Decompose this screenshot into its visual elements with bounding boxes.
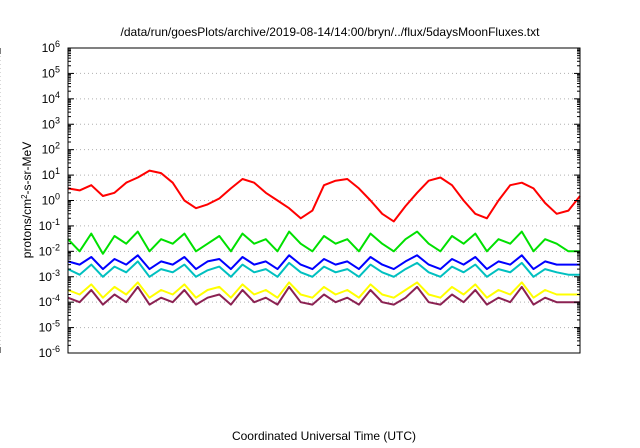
y-tick-label-base: 10 <box>39 295 53 309</box>
y-axis-label-pre: protons/cm <box>20 199 34 258</box>
y-tick-label: 100 <box>42 192 60 208</box>
y-tick-label-exp: 0 <box>55 192 60 202</box>
y-tick-label-exp: -6 <box>52 344 60 354</box>
y-tick-label: 10-5 <box>39 319 60 335</box>
y-tick-label-exp: -1 <box>52 217 60 227</box>
y-tick-label-exp: -2 <box>52 242 60 252</box>
y-axis-label-post: -s-sr-MeV <box>20 142 34 195</box>
y-axis-label: protons/cm2-s-sr-MeV <box>20 142 35 258</box>
y-tick-label-exp: -4 <box>52 293 60 303</box>
y-tick-label: 104 <box>42 90 60 106</box>
y-tick-label-exp: 3 <box>55 115 60 125</box>
y-tick-label-exp: -3 <box>52 268 60 278</box>
data-series <box>67 169 581 306</box>
chart-title: /data/run/goesPlots/archive/2019-08-14/1… <box>121 25 541 39</box>
y-tick-label-base: 10 <box>39 321 53 335</box>
y-tick-label: 101 <box>42 166 60 182</box>
y-tick-label: 10-2 <box>39 242 60 258</box>
x-axis-label: Coordinated Universal Time (UTC) <box>232 429 416 443</box>
y-tick-label: 10-6 <box>39 344 60 360</box>
y-tick-label-base: 10 <box>42 168 56 182</box>
series-line-4 <box>67 260 580 278</box>
y-tick-label-base: 10 <box>42 143 56 157</box>
series-line-2 <box>67 230 580 255</box>
y-tick-label: 102 <box>42 141 60 157</box>
y-tick-label-exp: 6 <box>55 39 60 49</box>
y-tick-label-base: 10 <box>39 346 53 360</box>
y-tick-label: 106 <box>42 39 60 55</box>
y-tick-label-base: 10 <box>39 219 53 233</box>
y-tick-label-base: 10 <box>42 66 56 80</box>
y-tick-label: 103 <box>42 115 60 131</box>
y-tick-label: 10-3 <box>39 268 60 284</box>
y-tick-label: 10-4 <box>39 293 60 309</box>
series-line-6 <box>67 285 580 306</box>
series-line-1 <box>67 169 581 223</box>
y-tick-label-exp: -5 <box>52 319 60 329</box>
y-tick-label: 105 <box>42 64 60 80</box>
y-tick-label-base: 10 <box>42 117 56 131</box>
y-tick-label-exp: 2 <box>55 141 60 151</box>
y-tick-label-exp: 4 <box>55 90 60 100</box>
y-tick-label-base: 10 <box>39 244 53 258</box>
grid-lines <box>0 48 580 353</box>
y-tick-label-base: 10 <box>42 194 56 208</box>
series-line-5 <box>67 281 580 299</box>
y-tick-label-base: 10 <box>42 41 56 55</box>
y-tick-label-base: 10 <box>42 92 56 106</box>
y-axis: 10-610-510-410-310-210-11001011021031041… <box>39 39 580 360</box>
y-tick-label: 10-1 <box>39 217 60 233</box>
y-tick-label-exp: 1 <box>55 166 60 176</box>
series-line-3 <box>67 254 580 271</box>
y-tick-label-exp: 5 <box>55 64 60 74</box>
y-tick-label-base: 10 <box>39 270 53 284</box>
y-axis-label-sup: 2 <box>20 194 29 199</box>
